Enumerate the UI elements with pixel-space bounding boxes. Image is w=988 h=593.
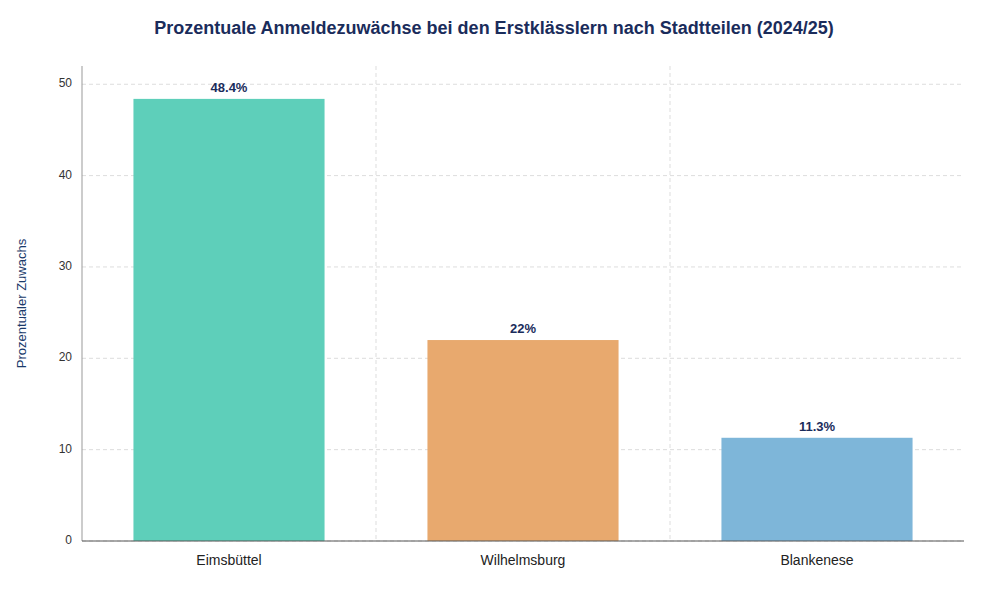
chart-container: Prozentuale Anmeldezuwächse bei den Erst… xyxy=(0,0,988,593)
grid xyxy=(82,66,964,541)
x-axis-line xyxy=(82,541,964,542)
y-tick-label: 30 xyxy=(59,259,73,273)
y-tick-label: 0 xyxy=(65,533,72,547)
category-separator xyxy=(670,66,671,541)
data-label: 11.3% xyxy=(799,419,836,434)
y-tick-label: 40 xyxy=(59,168,73,182)
bar xyxy=(133,99,324,541)
x-tick-label: Eimsbüttel xyxy=(196,552,261,568)
bar xyxy=(721,438,912,541)
bars xyxy=(133,99,912,541)
bar xyxy=(427,340,618,541)
y-tick-label: 10 xyxy=(59,442,73,456)
data-label: 22% xyxy=(510,321,536,336)
y-tick-label: 20 xyxy=(59,350,73,364)
x-tick-label: Blankenese xyxy=(780,552,853,568)
grid-line xyxy=(82,541,964,542)
chart-svg: Prozentuale Anmeldezuwächse bei den Erst… xyxy=(0,0,988,593)
category-separator xyxy=(376,66,377,541)
y-tick-label: 50 xyxy=(59,76,73,90)
chart-title: Prozentuale Anmeldezuwächse bei den Erst… xyxy=(154,18,834,38)
y-axis-label: Prozentualer Zuwachs xyxy=(14,238,29,368)
x-tick-label: Wilhelmsburg xyxy=(481,552,566,568)
data-label: 48.4% xyxy=(211,80,248,95)
y-axis-line xyxy=(82,66,83,541)
